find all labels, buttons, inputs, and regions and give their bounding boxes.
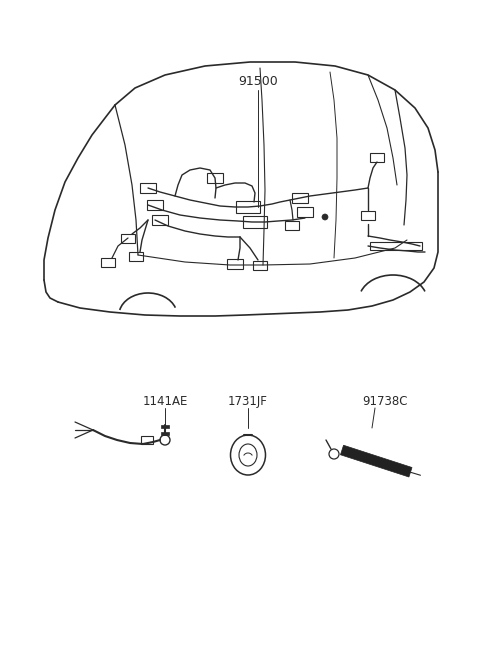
Polygon shape: [340, 445, 412, 477]
Circle shape: [322, 214, 328, 220]
Text: 1731JF: 1731JF: [228, 395, 268, 408]
Bar: [227, 259, 243, 269]
Bar: [370, 242, 422, 250]
Bar: [236, 201, 260, 213]
Bar: [147, 200, 163, 210]
Bar: [140, 183, 156, 193]
Bar: [285, 221, 299, 230]
Bar: [121, 234, 135, 243]
Bar: [243, 216, 267, 228]
Bar: [361, 211, 375, 220]
Text: 91500: 91500: [238, 75, 278, 88]
Bar: [297, 207, 313, 217]
Text: 1141AE: 1141AE: [142, 395, 188, 408]
Bar: [129, 252, 143, 261]
Bar: [253, 261, 267, 270]
Text: 91738C: 91738C: [362, 395, 408, 408]
Bar: [370, 153, 384, 162]
Bar: [207, 173, 223, 183]
Bar: [101, 258, 115, 267]
Bar: [292, 193, 308, 203]
Bar: [141, 436, 153, 444]
Polygon shape: [161, 432, 169, 435]
Bar: [152, 215, 168, 225]
Polygon shape: [161, 425, 169, 428]
